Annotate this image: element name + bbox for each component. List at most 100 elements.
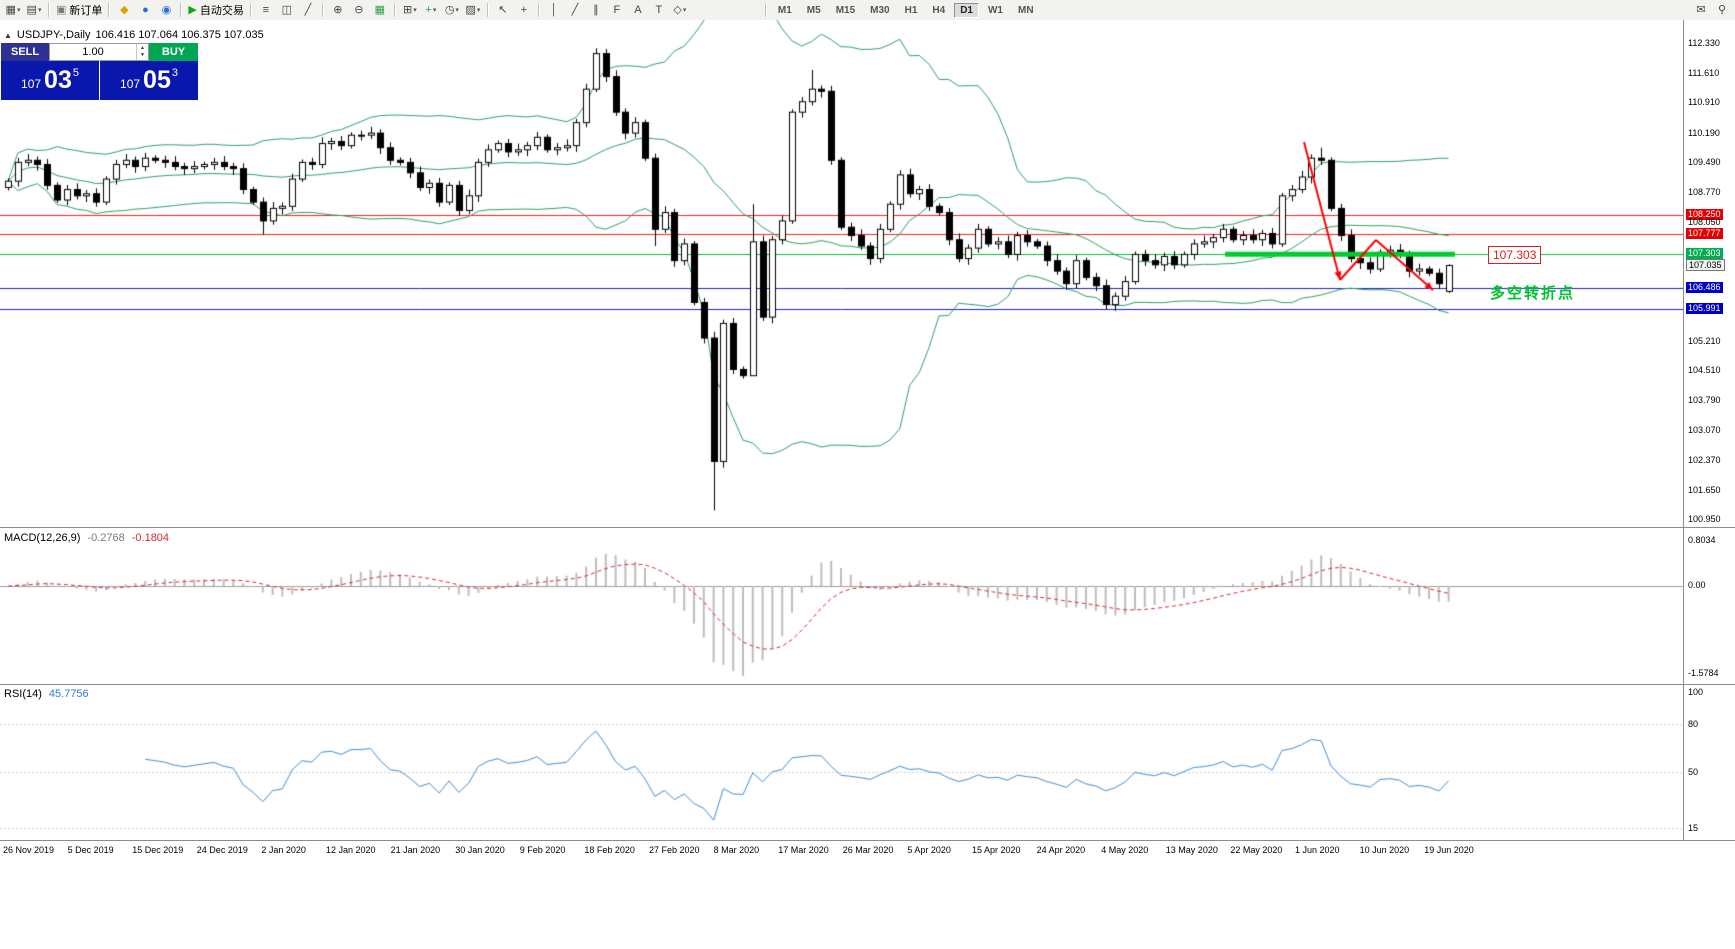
metaeditor-icon[interactable]: ◆ xyxy=(114,2,134,18)
template-icon-glyph: ▨ xyxy=(465,4,476,16)
indicators-icon[interactable]: + ▾ xyxy=(421,2,441,18)
price-axis-label: 110.910 xyxy=(1688,97,1720,108)
fibo-icon[interactable]: F xyxy=(607,2,627,18)
channel-icon[interactable]: ∥ xyxy=(586,2,606,18)
date-label: 13 May 2020 xyxy=(1165,845,1218,855)
date-label: 24 Dec 2019 xyxy=(196,845,248,855)
price-axis-label: 108.770 xyxy=(1688,186,1721,197)
new-order-button-label: 新订单 xyxy=(69,5,103,17)
text-icon[interactable]: A xyxy=(628,2,648,18)
timeframe-m1-button[interactable]: M1 xyxy=(777,4,792,16)
timeframe-m5-button[interactable]: M5 xyxy=(806,4,821,16)
chart-window: ▲ USDJPY-,Daily 106.416 107.064 106.375 … xyxy=(0,20,1735,861)
volume-field[interactable]: 1.00 ▲ ▼ xyxy=(49,43,149,61)
trendline-icon[interactable]: ╱ xyxy=(565,2,585,18)
profiles-icon[interactable]: ▤ ▾ xyxy=(24,2,44,18)
sell-button[interactable]: SELL xyxy=(1,43,49,61)
tester-icon-glyph: ▦ xyxy=(374,4,386,16)
date-label: 30 Jan 2020 xyxy=(455,845,505,855)
candles-icon[interactable]: ◫ xyxy=(277,2,297,18)
buy-price-button[interactable]: 107 05 3 xyxy=(100,61,198,100)
metaeditor-icon-glyph: ◆ xyxy=(120,4,129,16)
new-order-button[interactable]: ▣ 新订单 xyxy=(54,2,104,18)
trendline-icon-glyph: ╱ xyxy=(571,4,579,16)
timeframe-h4-button[interactable]: H4 xyxy=(932,4,946,16)
rsi-axis-label: 100 xyxy=(1688,687,1704,697)
volume-up-icon[interactable]: ▲ xyxy=(140,45,145,51)
timeframe-m15-button[interactable]: M15 xyxy=(835,4,856,16)
bars-icon[interactable]: ≡ xyxy=(256,2,276,18)
main-toolbar: ▦ ▾ ▤ ▾ ▣ 新订单 ◆ ● ◉ ▶ 自动交易 ≡ ◫ ╱ ⊕ ⊖ ▦ ⊞ ▾ + ▾ ◷ ▾ ▨ ▾ ↖ + │ ╱ ∥ F A T ◇ ▾… xyxy=(0,0,1735,21)
annotation-note: 多空转折点 xyxy=(1490,285,1576,302)
tile-windows-icon[interactable]: ⊞ ▾ xyxy=(400,2,420,18)
vline-icon-glyph: │ xyxy=(550,4,558,16)
buy-price-pips: 05 xyxy=(143,66,171,94)
rsi-pane-separator[interactable] xyxy=(0,684,1735,685)
algo-trading-icon[interactable]: ● xyxy=(135,2,155,18)
chart-symbol-title: USDJPY-,Daily xyxy=(16,29,91,41)
label-icon-glyph: T xyxy=(655,4,663,16)
search-icon[interactable]: ⚲ xyxy=(1712,2,1732,18)
zoom-in-icon-glyph: ⊕ xyxy=(333,4,343,16)
one-click-toggle-icon[interactable]: ▲ xyxy=(4,30,12,40)
price-axis-label: 103.790 xyxy=(1688,395,1721,406)
zoom-in-icon[interactable]: ⊕ xyxy=(328,2,348,18)
price-axis-label: 103.070 xyxy=(1688,425,1721,436)
date-label: 5 Apr 2020 xyxy=(907,845,951,855)
cursor-icon[interactable]: ↖ xyxy=(493,2,513,18)
sell-price-point: 5 xyxy=(72,66,79,79)
sell-price-button[interactable]: 107 03 5 xyxy=(1,61,99,100)
label-icon[interactable]: T xyxy=(649,2,669,18)
price-axis-label: 108.250 xyxy=(1686,208,1723,220)
date-label: 4 May 2020 xyxy=(1101,845,1149,855)
dropdown-arrow-icon: ▾ xyxy=(476,7,481,14)
date-label: 12 Jan 2020 xyxy=(326,845,376,855)
volume-spinner[interactable]: ▲ ▼ xyxy=(136,44,148,60)
crosshair-icon[interactable]: + xyxy=(514,2,534,18)
periods-icon-glyph: ◷ xyxy=(444,4,455,16)
timeframe-m30-button[interactable]: M30 xyxy=(870,4,890,16)
volume-value[interactable]: 1.00 xyxy=(82,46,104,58)
dropdown-arrow-icon: ▾ xyxy=(37,7,42,14)
line-chart-icon[interactable]: ╱ xyxy=(298,2,318,18)
candles-icon-glyph: ◫ xyxy=(281,4,293,16)
price-axis-label: 107.035 xyxy=(1686,259,1725,272)
macd-pane-separator[interactable] xyxy=(0,527,1735,528)
periods-icon[interactable]: ◷ ▾ xyxy=(442,2,462,18)
sell-price-pips: 03 xyxy=(44,66,72,94)
timeframe-w1-button[interactable]: W1 xyxy=(987,4,1003,16)
price-axis[interactable]: 112.330 111.610 110.910 110.190 109.490 108.7… xyxy=(1683,20,1735,840)
autotrade-button[interactable]: ▶ 自动交易 xyxy=(186,2,245,18)
macd-indicator-label: MACD(12,26,9) -0.2768 -0.1804 xyxy=(4,532,169,544)
zoom-out-icon[interactable]: ⊖ xyxy=(349,2,369,18)
tile-windows-icon-glyph: ⊞ xyxy=(403,4,413,16)
date-label: 26 Mar 2020 xyxy=(842,845,894,855)
new-chart-icon[interactable]: ▦ ▾ xyxy=(3,2,23,18)
price-axis-label: 108.050 xyxy=(1688,217,1721,228)
vline-icon[interactable]: │ xyxy=(544,2,564,18)
buy-button[interactable]: BUY xyxy=(149,43,198,61)
date-label: 24 Apr 2020 xyxy=(1036,845,1086,855)
date-label: 9 Feb 2020 xyxy=(519,845,566,855)
timeframe-d1-button[interactable]: D1 xyxy=(954,2,979,18)
macd-axis-label: 0.00 xyxy=(1688,580,1706,590)
price-level-tag: 107.303 xyxy=(1488,246,1542,264)
shapes-icon-glyph: ◇ xyxy=(673,4,682,16)
date-label: 15 Dec 2019 xyxy=(132,845,184,855)
price-axis-label: 112.330 xyxy=(1688,38,1720,48)
price-chart-canvas[interactable] xyxy=(0,20,1683,840)
time-axis[interactable]: 26 Nov 2019 5 Dec 2019 15 Dec 2019 24 Dec 2… xyxy=(0,840,1735,861)
volume-down-icon[interactable]: ▼ xyxy=(140,52,145,58)
about-icon[interactable]: ◉ xyxy=(156,2,176,18)
chat-icon[interactable]: ✉ xyxy=(1691,2,1711,18)
timeframe-mn-button[interactable]: MN xyxy=(1017,4,1034,16)
dropdown-arrow-icon: ▾ xyxy=(413,7,417,14)
tester-icon[interactable]: ▦ xyxy=(370,2,390,18)
timeframe-h1-button[interactable]: H1 xyxy=(904,4,918,16)
toolbar-separator xyxy=(249,3,252,17)
crosshair-icon-glyph: + xyxy=(520,4,528,16)
shapes-icon[interactable]: ◇ ▾ xyxy=(670,2,690,18)
search-icon-glyph: ⚲ xyxy=(1717,4,1727,16)
date-label: 22 May 2020 xyxy=(1230,845,1283,855)
template-icon[interactable]: ▨ ▾ xyxy=(463,2,483,18)
